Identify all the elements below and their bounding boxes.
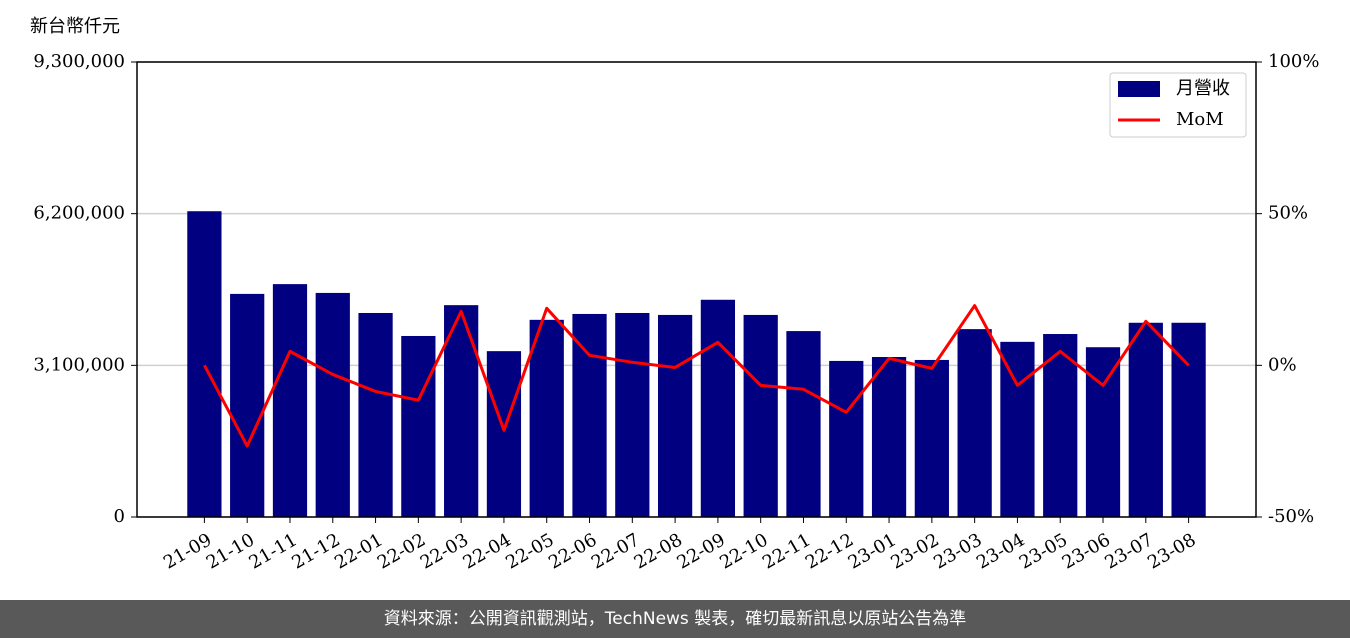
plot-frame	[136, 61, 1257, 518]
x-tick-label: 23-01	[845, 529, 900, 573]
bar	[786, 331, 821, 517]
bar	[1000, 341, 1035, 517]
bar	[743, 314, 778, 517]
x-tick-label: 22-10	[716, 529, 771, 573]
legend-swatch	[1118, 81, 1160, 97]
bar	[1128, 322, 1163, 517]
bar	[829, 360, 864, 517]
x-tick-label: 22-05	[502, 529, 557, 573]
y-tick-label: 3,100,000	[33, 354, 125, 375]
x-tick-label: 22-09	[673, 529, 728, 573]
x-tick-label: 23-07	[1101, 529, 1156, 573]
y2-tick-label: 50%	[1268, 203, 1308, 224]
x-tick-label: 23-04	[973, 529, 1028, 573]
bar	[315, 292, 350, 517]
x-tick-label: 23-03	[930, 529, 985, 573]
chart: 新台幣仟元 0 3,100,000 6,200,000 9,300,000 -50% 0%…	[30, 16, 1319, 574]
x-tick-label: 22-01	[331, 529, 386, 573]
x-tick-label: 22-08	[631, 529, 686, 573]
x-tick-label: 23-08	[1144, 529, 1199, 573]
bar	[1043, 334, 1078, 517]
bar	[401, 335, 436, 517]
footer: 資料來源：公開資訊觀測站，TechNews 製表，確切最新訊息以原站公告為準	[0, 600, 1350, 638]
x-tick-label: 22-02	[374, 529, 429, 573]
line	[203, 304, 1190, 448]
x-tick-label: 21-10	[203, 529, 258, 573]
bar	[914, 359, 949, 517]
bar	[187, 211, 222, 517]
y2-tick-label: 100%	[1268, 51, 1319, 72]
x-tick-label: 23-06	[1059, 529, 1114, 573]
y-tick-label: 0	[114, 506, 125, 527]
x-tick-label: 21-12	[288, 529, 343, 573]
x-tick-label: 22-11	[759, 529, 814, 573]
bar	[529, 319, 564, 517]
y-axis-label: 新台幣仟元	[30, 16, 120, 37]
x-tick-label: 21-11	[246, 529, 301, 573]
legend-label: 月營收	[1176, 78, 1230, 99]
x-tick-label: 22-04	[459, 529, 514, 573]
bar	[358, 312, 393, 517]
y-tick-label: 9,300,000	[33, 51, 125, 72]
y2-tick-label: 0%	[1268, 354, 1297, 375]
bar	[700, 299, 736, 517]
x-tick-label: 22-03	[417, 529, 472, 573]
y-tick-label: 6,200,000	[33, 203, 125, 224]
x-tick-label: 23-05	[1016, 529, 1071, 573]
legend-label: MoM	[1176, 109, 1224, 130]
x-tick-label: 23-02	[887, 529, 942, 573]
bar	[1085, 347, 1121, 517]
legend: 月營收 MoM	[1109, 72, 1247, 138]
bar	[230, 293, 265, 517]
bar	[657, 314, 693, 517]
x-tick-label: 22-12	[802, 529, 857, 573]
bar	[871, 357, 907, 517]
bar	[486, 351, 522, 517]
bar	[957, 329, 992, 517]
bar	[615, 312, 650, 517]
x-tick-label: 21-09	[160, 529, 215, 573]
x-tick-label: 22-06	[545, 529, 600, 573]
bar	[572, 313, 607, 517]
bar	[272, 284, 308, 517]
x-tick-label: 22-07	[588, 529, 643, 573]
y2-tick-label: -50%	[1268, 506, 1314, 527]
